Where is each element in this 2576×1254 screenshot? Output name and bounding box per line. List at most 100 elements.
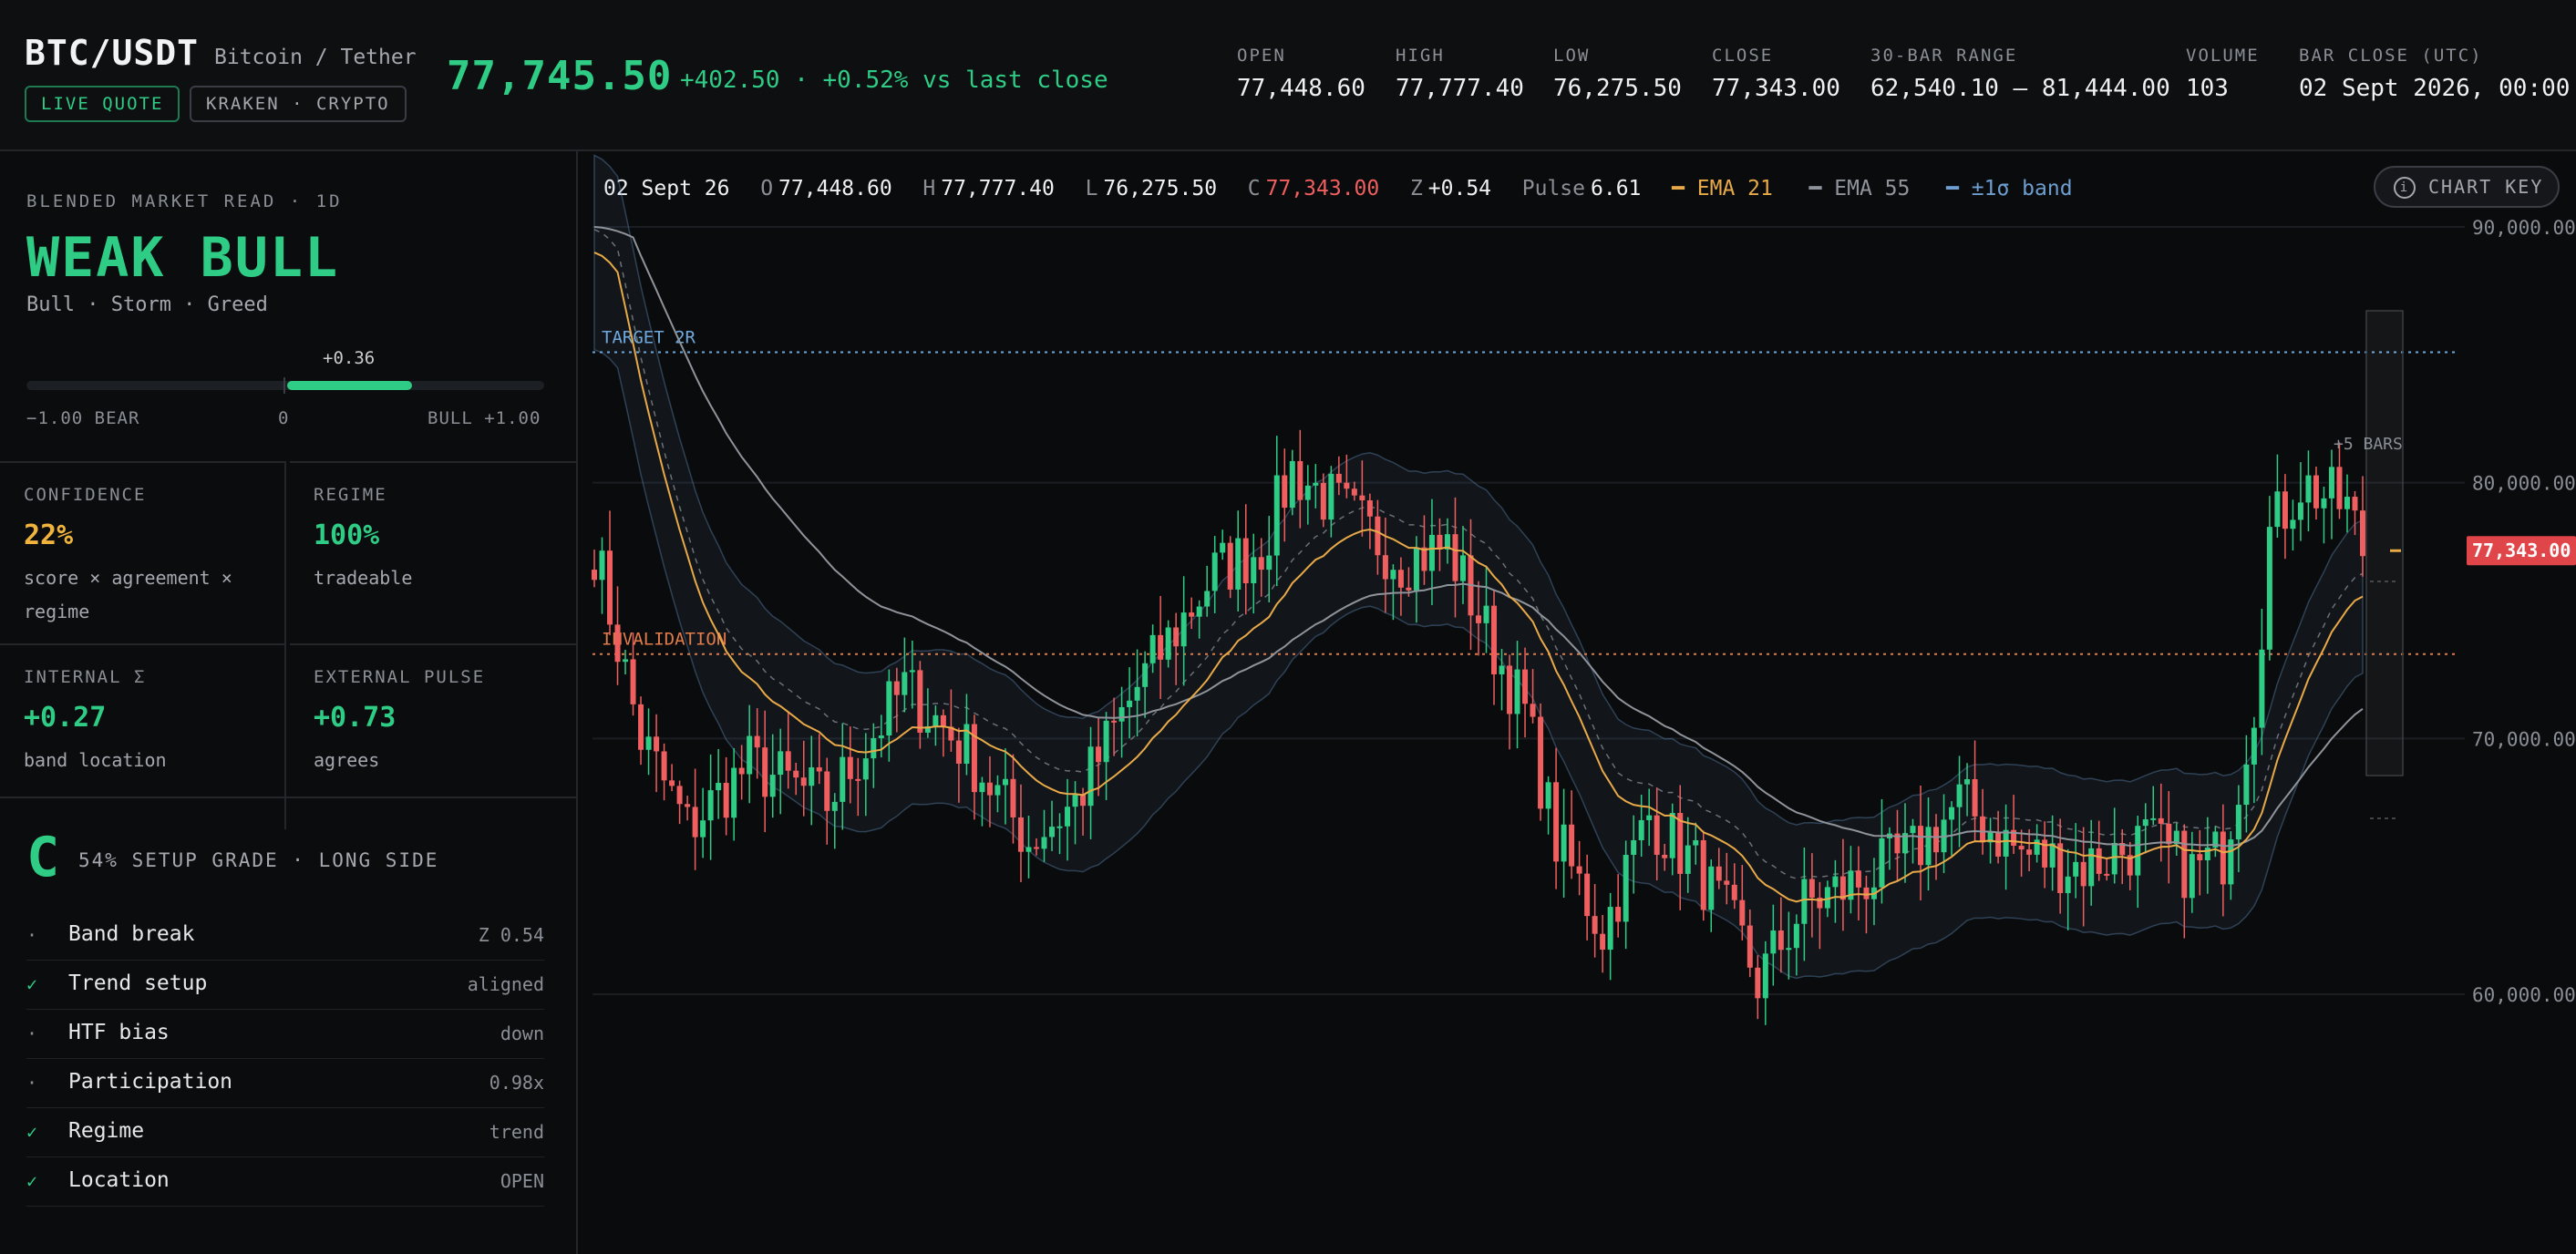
dot-icon: · — [26, 1072, 38, 1094]
candle-body — [2360, 510, 2365, 557]
candle-body — [1918, 826, 1923, 866]
candle-body — [1382, 555, 1388, 580]
candle-body — [1607, 907, 1613, 951]
candle-body — [1956, 784, 1963, 807]
candle-body — [1437, 534, 1443, 550]
candle-body — [1080, 795, 1087, 807]
checklist-name: Regime — [68, 1119, 145, 1143]
candle-body — [1995, 831, 2002, 857]
candle-body — [1514, 669, 1520, 714]
candle-body — [1980, 816, 1986, 843]
candle-body — [933, 714, 939, 727]
checklist-name: HTF bias — [68, 1021, 170, 1044]
candle-body — [793, 770, 799, 778]
candle-body — [1351, 488, 1357, 496]
checklist-name: Band break — [68, 922, 195, 946]
candle-body — [1375, 516, 1381, 556]
legend-pulse: 6.61 — [1591, 177, 1642, 200]
cell-label: REGIME — [314, 485, 387, 505]
y-tick-label: 70,000.00 — [2472, 728, 2576, 750]
candle-body — [1786, 948, 1792, 951]
candle-body — [1251, 557, 1257, 584]
ema21-line — [593, 252, 2364, 903]
candle-body — [1397, 570, 1404, 588]
candle-body — [1173, 627, 1180, 647]
candle-body — [1266, 555, 1273, 570]
stat-label: BAR CLOSE (UTC) — [2299, 46, 2483, 66]
candle-body — [2127, 855, 2133, 876]
checklist-item: · HTF bias down — [26, 1010, 544, 1059]
candle-body — [1777, 930, 1784, 951]
candle-body — [2220, 831, 2226, 885]
legend-pulse-label: Pulse — [1521, 177, 1585, 200]
dot-icon: · — [26, 924, 38, 946]
candle-body — [2352, 497, 2358, 511]
gauge-mid-label: 0 — [278, 408, 290, 428]
candle-body — [971, 724, 977, 793]
legend-l-label: L — [1085, 177, 1098, 200]
candle-body — [2065, 876, 2071, 893]
candle-body — [1320, 482, 1326, 520]
checklist-value: aligned — [467, 973, 544, 995]
price-chart[interactable]: 02 Sept 26 O 77,448.60 H 77,777.40 L 76,275… — [578, 151, 2576, 1254]
legend-o-label: O — [760, 177, 774, 200]
stat-label: 30-BAR RANGE — [1870, 46, 2018, 66]
candle-body — [1452, 534, 1458, 581]
candle-body — [1499, 665, 1505, 674]
stat-value: 02 Sept 2026, 00:00 — [2299, 75, 2571, 102]
regime-cell: REGIME 100% tradeable — [290, 461, 576, 645]
chart-key-button[interactable]: i CHART KEY — [2374, 166, 2560, 208]
candle-body — [1273, 475, 1280, 556]
cell-value: 22% — [24, 519, 74, 551]
pair-symbol[interactable]: BTC/USDT — [25, 33, 200, 73]
legend-c-label: C — [1247, 177, 1261, 200]
candle-body — [902, 672, 908, 695]
candle-body — [2080, 861, 2087, 887]
exchange-badge: KRAKEN · CRYPTO — [190, 86, 407, 122]
checklist-item: ✓ Regime trend — [26, 1108, 544, 1157]
candle-body — [1569, 824, 1575, 867]
candle-body — [1049, 827, 1056, 838]
cell-value: 100% — [314, 519, 380, 551]
market-read-value: WEAK BULL — [26, 226, 340, 290]
legend-ema55: ━ EMA 55 — [1808, 177, 1911, 200]
candlestick-chart[interactable]: 90,000.00 80,000.00 70,000.00 60,000.00 TARG… — [578, 151, 2576, 1254]
candle-body — [1646, 815, 1653, 820]
candle-body — [2274, 491, 2281, 528]
stat-label: LOW — [1553, 46, 1591, 66]
check-icon: ✓ — [26, 973, 38, 995]
candle-body — [1413, 547, 1419, 591]
candle-body — [1724, 880, 1730, 885]
pair-name: Bitcoin / Tether — [214, 46, 417, 69]
price-change: +402.50 · +0.52% vs last close — [680, 67, 1108, 94]
candle-body — [1118, 706, 1125, 722]
candle-body — [685, 804, 691, 807]
candle-body — [661, 751, 667, 781]
candle-body — [2235, 805, 2241, 840]
gauge-right-label: BULL +1.00 — [428, 408, 541, 428]
candle-body — [676, 786, 683, 805]
candle-body — [1491, 605, 1498, 674]
candle-body — [1017, 817, 1024, 852]
candle-body — [716, 783, 722, 791]
candle-body — [1328, 473, 1334, 520]
candle-body — [871, 737, 877, 759]
candle-body — [1235, 538, 1242, 590]
candle-body — [2181, 830, 2188, 899]
checklist-item: · Participation 0.98x — [26, 1059, 544, 1108]
candle-body — [1654, 815, 1660, 855]
checklist-value: OPEN — [500, 1170, 544, 1192]
candle-body — [2026, 849, 2033, 855]
candle-body — [1282, 475, 1288, 509]
candle-body — [1623, 855, 1629, 922]
y-tick-label: 60,000.00 — [2472, 984, 2576, 1006]
candle-body — [2305, 475, 2312, 503]
candle-body — [2259, 649, 2265, 728]
checklist-name: Location — [68, 1168, 170, 1192]
candle-body — [2003, 829, 2009, 857]
candle-body — [707, 790, 714, 821]
legend-low: 76,275.50 — [1103, 177, 1218, 200]
last-price-label: 77,343.00 — [2472, 540, 2571, 561]
candle-body — [1087, 746, 1094, 807]
cell-sub: agrees — [314, 749, 380, 771]
